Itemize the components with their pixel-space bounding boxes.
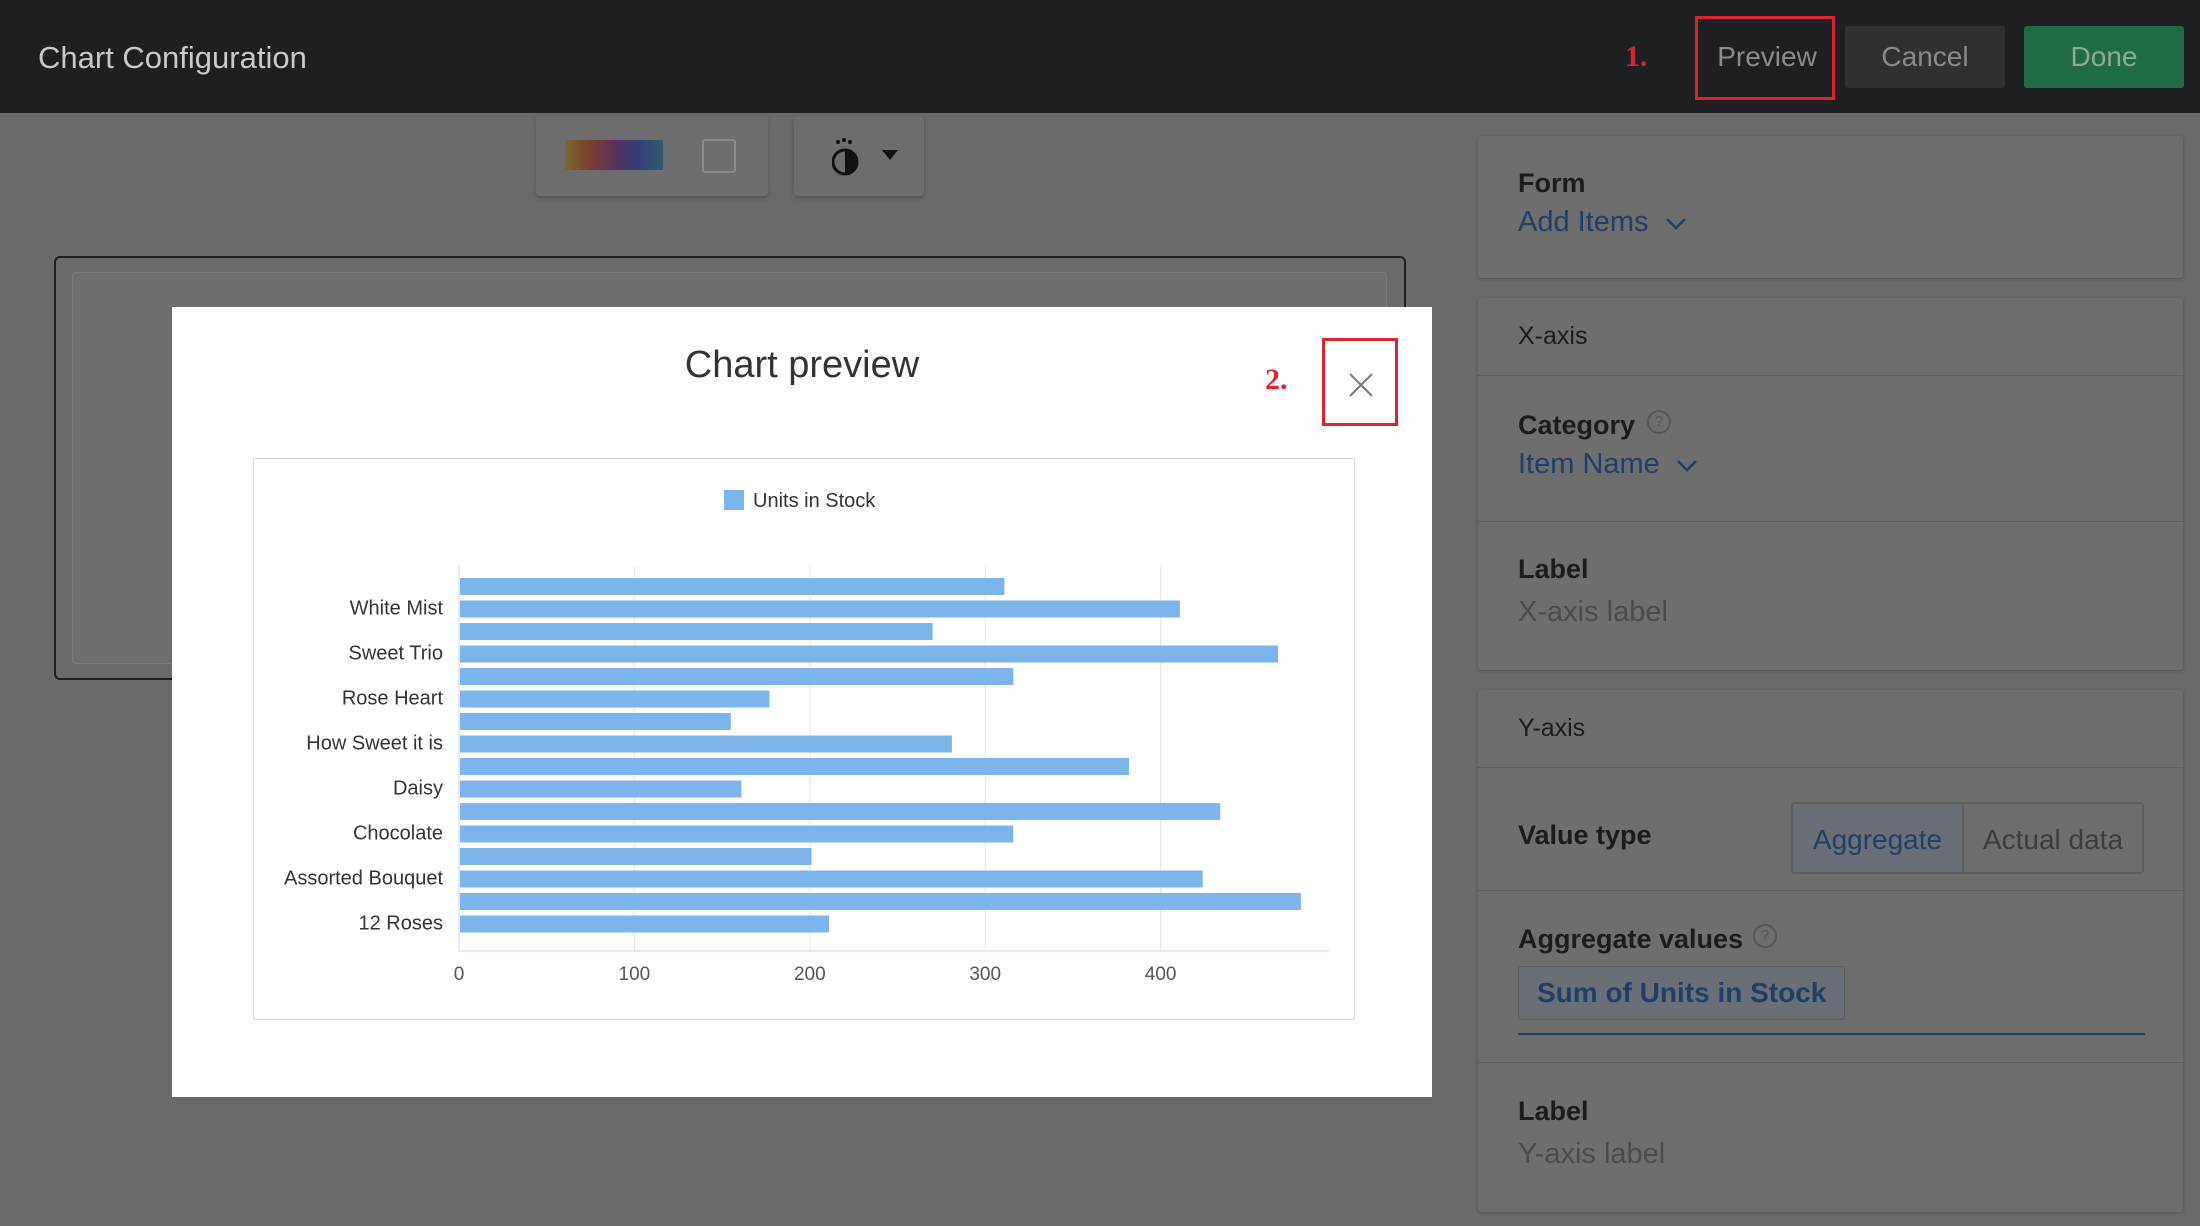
bar (460, 915, 830, 933)
close-icon[interactable] (1346, 370, 1376, 400)
divider (1478, 767, 2183, 768)
category-select[interactable]: Item Name (1518, 448, 1698, 481)
legend-swatch (724, 490, 744, 510)
x-tick-label: 200 (794, 964, 826, 985)
chevron-down-icon[interactable] (882, 150, 898, 160)
bar (460, 803, 1221, 820)
category-label: Category (1518, 410, 1636, 440)
y-tick-label: Daisy (393, 778, 443, 800)
bar (460, 893, 1301, 910)
value-type-label: Value type (1518, 820, 1652, 850)
bar (460, 825, 1014, 843)
x-tick-label: 300 (969, 964, 1001, 985)
background-color-picker[interactable] (702, 139, 736, 173)
bar (460, 870, 1203, 888)
form-label: Form (1518, 168, 1586, 198)
divider (1478, 890, 2183, 891)
x-tick-label: 100 (619, 964, 651, 985)
divider (1478, 1062, 2183, 1063)
aggregate-underline (1518, 1033, 2145, 1035)
y-axis-label-input[interactable]: Y-axis label (1518, 1138, 1666, 1170)
aggregate-values-label: Aggregate values (1518, 924, 1744, 954)
bar (460, 623, 933, 640)
chevron-down-icon (1665, 218, 1686, 230)
bar (460, 735, 952, 753)
divider (1478, 521, 2183, 522)
x-tick-label: 400 (1145, 964, 1177, 985)
step-2-annotation: 2. (1265, 363, 1288, 396)
bar (460, 713, 731, 730)
divider (1478, 375, 2183, 376)
x-axis-label-title: Label (1518, 554, 1589, 584)
form-section (1478, 136, 2183, 278)
aggregate-value-chip[interactable]: Sum of Units in Stock (1518, 966, 1846, 1020)
category-value: Item Name (1518, 448, 1660, 480)
y-tick-label: Sweet Trio (349, 643, 443, 665)
actual-data-option[interactable]: Actual data (1962, 802, 2144, 874)
bar (460, 668, 1014, 685)
aggregate-option[interactable]: Aggregate (1791, 802, 1964, 874)
y-tick-label: 12 Roses (359, 913, 444, 935)
y-tick-label: Chocolate (353, 823, 443, 845)
bar (460, 645, 1279, 663)
x-axis-heading: X-axis (1518, 322, 1588, 350)
help-icon[interactable]: ? (1753, 924, 1777, 948)
preview-highlight-box (1695, 16, 1835, 100)
x-axis-label-input[interactable]: X-axis label (1518, 596, 1668, 628)
y-axis-label-title: Label (1518, 1096, 1589, 1126)
color-palette-icon[interactable] (565, 140, 663, 170)
bar-chart: Units in Stock 0 100 200 300 400 12 Roses Assor… (284, 490, 1329, 985)
y-tick-label: Rose Heart (342, 688, 444, 710)
bar (460, 848, 812, 865)
add-items-link[interactable]: Add Items (1518, 206, 1687, 239)
cancel-button[interactable]: Cancel (1845, 26, 2005, 88)
y-axis-section (1478, 690, 2183, 1212)
chevron-down-icon (1677, 460, 1697, 472)
bar (460, 600, 1180, 618)
bar (460, 780, 742, 798)
help-icon[interactable]: ? (1647, 410, 1671, 434)
done-button[interactable]: Done (2024, 26, 2184, 88)
y-tick-label: Assorted Bouquet (284, 868, 443, 890)
preview-button[interactable]: Preview (1700, 26, 1834, 88)
close-highlight-box (1322, 338, 1398, 426)
bar (460, 690, 770, 708)
y-tick-label: How Sweet it is (306, 733, 443, 755)
theme-toolbar (794, 116, 924, 196)
x-axis-section (1478, 298, 2183, 670)
bar (460, 578, 1005, 595)
page-title: Chart Configuration (38, 40, 307, 75)
bar (460, 758, 1130, 775)
y-axis-heading: Y-axis (1518, 714, 1586, 742)
theme-icon[interactable] (832, 137, 862, 177)
x-tick-label: 0 (454, 964, 465, 985)
modal-title: Chart preview (684, 344, 920, 386)
legend-label: Units in Stock (753, 490, 876, 512)
y-tick-label: White Mist (350, 598, 444, 620)
step-1-annotation: 1. (1625, 40, 1648, 73)
add-items-label: Add Items (1518, 206, 1649, 238)
